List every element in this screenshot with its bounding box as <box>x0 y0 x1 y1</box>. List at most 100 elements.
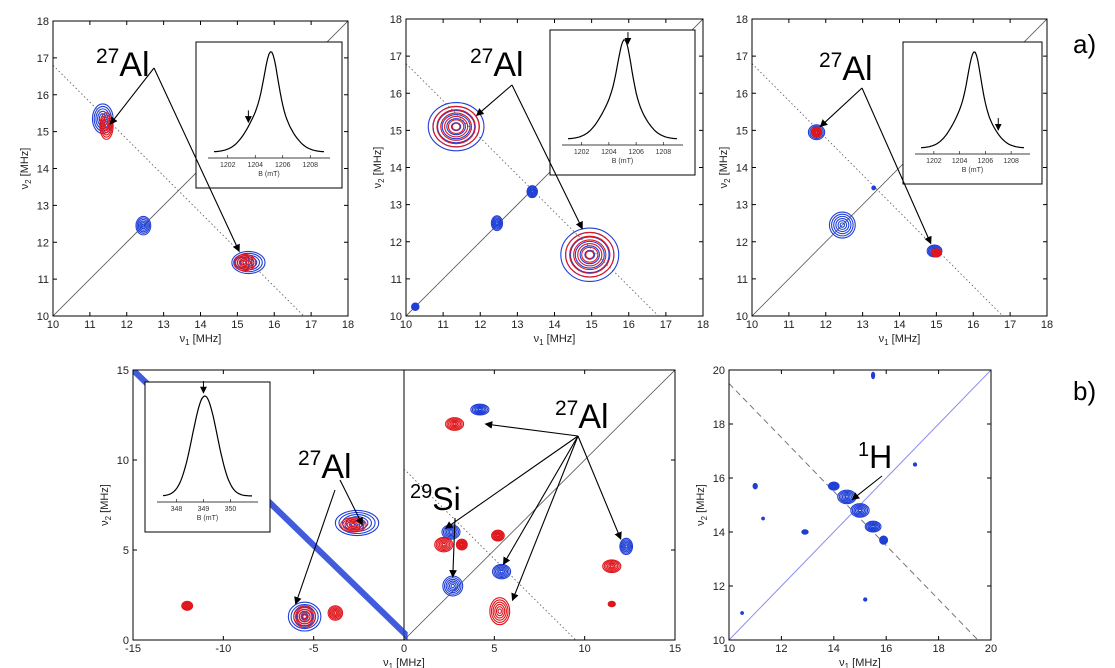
peak-contour <box>432 105 480 148</box>
peak-contour <box>815 130 818 134</box>
peak-contour <box>141 223 146 228</box>
x-tick-label: -10 <box>215 643 231 655</box>
peak-contour <box>497 568 506 575</box>
x-tick-label: 14 <box>828 643 840 655</box>
peak-contour <box>477 408 482 412</box>
peak-contour <box>812 128 821 137</box>
inset-frame <box>195 41 343 189</box>
peak-contour <box>135 215 152 236</box>
peak-contour <box>828 211 856 239</box>
peak-red <box>327 605 344 621</box>
peak-contour <box>932 249 941 257</box>
peak-contour <box>242 260 248 265</box>
inset-tick-label: 1202 <box>574 149 590 156</box>
annotation-arrow <box>511 435 579 602</box>
peak-contour <box>828 481 840 491</box>
peak-contour <box>342 518 365 532</box>
x-tick-label: 11 <box>437 319 448 331</box>
peak-contour <box>460 543 464 547</box>
x-tick-label: 12 <box>820 319 832 331</box>
peak-red <box>810 126 823 138</box>
y-tick-label: 15 <box>390 125 402 137</box>
annotation-arrow <box>449 517 457 578</box>
x-tick-label: 11 <box>783 319 794 331</box>
y-tick-label: 12 <box>713 581 725 593</box>
annotation-arrow <box>819 87 863 128</box>
panel-label-a: a) <box>1073 29 1096 59</box>
inset-tick-label: 1208 <box>1003 158 1019 165</box>
x-tick-label: 14 <box>194 319 206 331</box>
peak-contour <box>934 251 938 255</box>
peak-contour <box>606 562 617 570</box>
y-axis-label: ν2 [MHz] <box>99 484 113 526</box>
peak-contour <box>338 511 376 535</box>
annotation-arrow <box>484 421 579 437</box>
annotation-arrow <box>502 435 579 566</box>
peak-contour <box>494 220 500 227</box>
inset-tick-label: 1204 <box>952 158 968 165</box>
peak-contour <box>491 563 512 580</box>
peak-contour <box>412 304 418 310</box>
a2-inset: 1202 1204 1206 1208 B (mT) <box>549 29 696 176</box>
peak-contour <box>830 483 837 489</box>
peak-contour <box>854 506 866 515</box>
chart-data-layer <box>406 19 703 316</box>
peak-red <box>930 248 943 258</box>
inset-frame <box>549 29 696 176</box>
peak-red <box>489 597 511 626</box>
y-tick-label: 5 <box>123 545 129 557</box>
peak-blue <box>828 481 840 491</box>
peak-red <box>491 529 505 542</box>
peak-contour <box>809 125 824 139</box>
a3-inset: 1202 1204 1206 1208 B (mT) <box>902 41 1043 185</box>
peak-blue <box>870 371 876 380</box>
y-tick-label: 12 <box>37 237 49 249</box>
x-tick-label: -15 <box>125 643 141 655</box>
peak-contour <box>528 187 537 197</box>
peak-contour <box>881 537 887 543</box>
peak-contour <box>491 216 503 230</box>
y-tick-label: 20 <box>713 365 725 377</box>
anti-diagonal-line <box>752 63 1004 316</box>
peak-contour <box>458 541 466 548</box>
peak-contour <box>182 601 193 611</box>
peak-contour <box>411 302 420 311</box>
peak-contour <box>296 608 313 625</box>
peak-contour <box>440 112 473 141</box>
peak-contour <box>493 565 510 579</box>
inset-tick-label: 1206 <box>275 162 291 169</box>
peak-red <box>181 600 194 611</box>
peak-contour <box>492 601 507 621</box>
peak-contour <box>530 190 534 194</box>
chart-b2: 10 12 14 16 18 20 10 12 14 16 18 20 ν1 [MHz] ν2 [MHz]… <box>695 365 997 668</box>
peak-contour <box>803 530 807 534</box>
peak-contour <box>350 523 357 527</box>
peak-blue <box>912 462 918 467</box>
peak-contour <box>839 222 846 228</box>
peak-contour <box>844 495 849 499</box>
chart-a3: 10 11 12 13 14 15 16 17 18 10 11 12 13 14 15 16 17 18 ν1 [… <box>718 14 1053 347</box>
peak-contour <box>457 540 466 549</box>
peak-contour <box>436 109 476 145</box>
x-tick-label: 12 <box>121 319 133 331</box>
peak-contour <box>492 217 502 229</box>
y-tick-label: 18 <box>37 16 49 28</box>
peak-contour <box>447 119 465 135</box>
peak-contour <box>838 490 856 504</box>
peak-contour <box>474 406 485 413</box>
peak-contour <box>810 126 823 138</box>
y-axis-label: ν2 [MHz] <box>695 484 709 526</box>
peak-contour <box>441 114 471 140</box>
peak-contour <box>574 240 605 269</box>
peak-contour <box>95 108 111 130</box>
peak-contour <box>490 215 504 232</box>
peak-contour <box>864 520 882 533</box>
peak-red <box>455 538 468 551</box>
peak-contour <box>185 604 189 608</box>
inset-tick-label: 348 <box>171 506 183 513</box>
peak-contour <box>470 403 490 416</box>
panel-label-b: b) <box>1073 376 1096 406</box>
peak-red <box>432 105 480 148</box>
